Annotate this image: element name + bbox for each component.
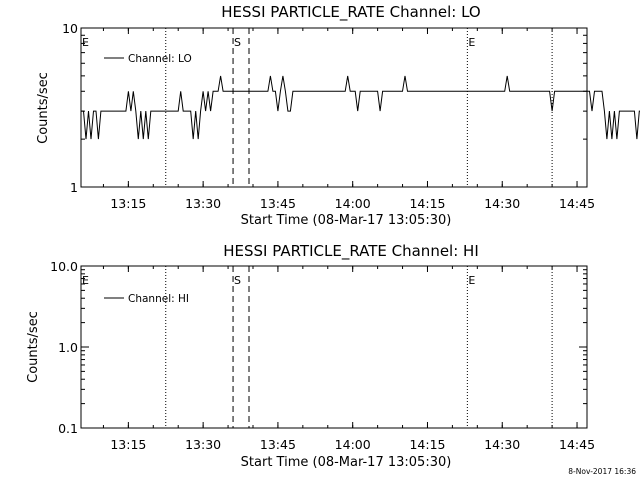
x-tick-label-lo: 13:30 [185, 196, 221, 211]
x-tick-label-lo: 13:45 [260, 196, 296, 211]
x-tick-label-hi: 13:45 [260, 437, 296, 452]
x-tick-label-hi: 14:30 [484, 437, 520, 452]
y-tick-label-hi: 1.0 [58, 340, 78, 355]
panel-hi-legend-label: Channel: HI [128, 293, 189, 305]
time-marker-label-lo: S [234, 36, 241, 49]
x-tick-label-hi: 14:00 [335, 437, 371, 452]
panel-lo-xlabel: Start Time (08-Mar-17 13:05:30) [241, 213, 452, 228]
footer-timestamp: 8-Nov-2017 16:36 [568, 467, 636, 476]
time-marker-label-lo: E [82, 36, 89, 49]
time-marker-label-hi: E [468, 274, 475, 287]
time-marker-label-hi: E [82, 274, 89, 287]
x-tick-label-lo: 14:00 [335, 196, 371, 211]
x-tick-label-lo: 13:15 [110, 196, 146, 211]
y-tick-label-hi: 0.1 [58, 421, 78, 436]
x-tick-label-hi: 14:15 [409, 437, 445, 452]
x-tick-label-hi: 14:45 [559, 437, 595, 452]
panel-hi-frame [80, 265, 588, 429]
panel-lo-legend-label: Channel: LO [128, 53, 192, 65]
y-tick-label-hi: 10.0 [50, 259, 78, 274]
x-tick-label-lo: 14:45 [559, 196, 595, 211]
time-marker-label-hi: S [234, 274, 241, 287]
y-tick-label-lo: 1 [70, 180, 78, 195]
panel-hi-ylabel: Counts/sec [26, 311, 41, 383]
x-tick-label-lo: 14:30 [484, 196, 520, 211]
panel-lo: HESSI PARTICLE_RATE Channel: LO Counts/s… [36, 3, 640, 228]
series-line-lo [81, 75, 640, 140]
x-tick-label-lo: 14:15 [409, 196, 445, 211]
panel-lo-plot-layer: 13:15 13:30 13:45 14:00 14:15 14:30 14:45 1 10 E S… [62, 21, 640, 211]
panel-lo-ylabel: Counts/sec [36, 72, 51, 144]
panel-hi-xlabel: Start Time (08-Mar-17 13:05:30) [241, 455, 452, 470]
panel-lo-title: HESSI PARTICLE_RATE Channel: LO [221, 3, 480, 22]
panel-lo-frame [80, 27, 588, 188]
x-tick-label-hi: 13:30 [185, 437, 221, 452]
y-tick-label-lo: 10 [62, 21, 78, 36]
panel-hi-plot-layer: 13:15 13:30 13:45 14:00 14:15 14:30 14:45 0.1 1.… [50, 259, 595, 452]
time-marker-label-lo: E [468, 36, 475, 49]
panel-hi-title: HESSI PARTICLE_RATE Channel: HI [223, 242, 479, 261]
panel-hi: HESSI PARTICLE_RATE Channel: HI Counts/s… [26, 242, 595, 470]
x-tick-label-hi: 13:15 [110, 437, 146, 452]
